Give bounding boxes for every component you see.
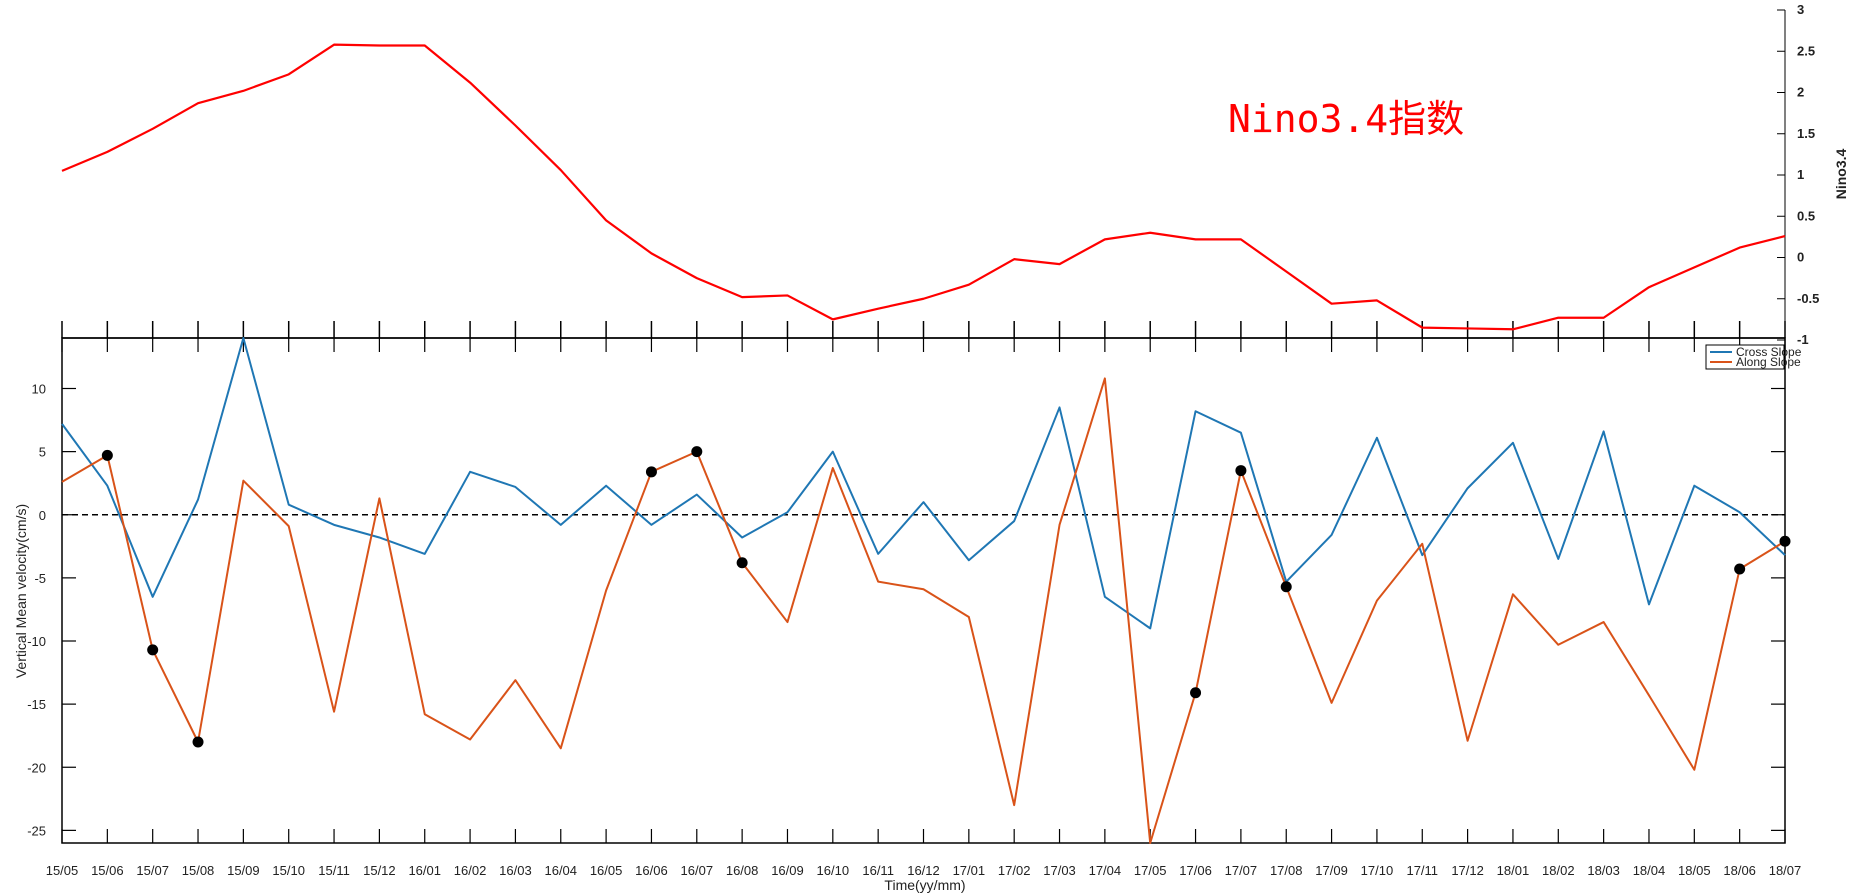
nino-y-ticks: -1 -0.5 0 0.5 1 1.5 2 2.5 3 xyxy=(1777,2,1819,347)
velocity-x-tick-label: 17/08 xyxy=(1270,863,1303,878)
velocity-y-tick-label: 0 xyxy=(39,508,46,523)
cross-slope-series-line xyxy=(61,337,1786,630)
velocity-x-axis-label: Time(yy/mm) xyxy=(884,877,965,893)
legend-cross-slope-label: Cross Slope xyxy=(1736,345,1802,359)
velocity-x-tick-label: 18/05 xyxy=(1678,863,1711,878)
velocity-x-tick-label: 15/07 xyxy=(136,863,169,878)
highlight-marker xyxy=(1190,687,1202,699)
nino-annotation: Nino3.4指数 xyxy=(1228,97,1464,141)
velocity-x-tick-label: 15/08 xyxy=(182,863,215,878)
velocity-x-tick-label: 18/03 xyxy=(1587,863,1620,878)
velocity-x-tick-label: 15/06 xyxy=(91,863,124,878)
velocity-x-tick-label: 15/05 xyxy=(46,863,79,878)
legend-along-slope-label: Along Slope xyxy=(1736,355,1801,369)
velocity-x-ticks: 15/05 15/06 15/07 15/08 15/09 15/10 15/11 15/12… xyxy=(46,338,1802,878)
highlight-markers xyxy=(101,446,1791,748)
velocity-x-tick-label: 16/09 xyxy=(771,863,804,878)
highlight-marker xyxy=(1734,563,1746,575)
highlight-marker xyxy=(147,644,159,656)
velocity-y-tick-label: -15 xyxy=(27,697,46,712)
highlight-marker xyxy=(1235,465,1247,477)
velocity-x-tick-label: 18/02 xyxy=(1542,863,1575,878)
legend: Cross Slope Along Slope xyxy=(1705,344,1802,370)
velocity-x-tick-label: 16/01 xyxy=(408,863,441,878)
nino-y-tick-label: 2.5 xyxy=(1797,43,1815,58)
velocity-x-tick-label: 17/05 xyxy=(1134,863,1167,878)
velocity-x-tick-label: 17/01 xyxy=(953,863,986,878)
nino-y-tick-label: -0.5 xyxy=(1797,291,1819,306)
velocity-x-tick-label: 16/12 xyxy=(907,863,940,878)
velocity-x-tick-label: 17/04 xyxy=(1089,863,1122,878)
velocity-x-tick-label: 18/01 xyxy=(1497,863,1530,878)
highlight-marker xyxy=(645,466,657,478)
nino-x-ticks xyxy=(61,321,1786,338)
nino-y-tick-label: 1.5 xyxy=(1797,126,1815,141)
velocity-x-tick-label: 16/06 xyxy=(635,863,668,878)
highlight-marker xyxy=(192,736,204,748)
velocity-x-tick-label: 15/09 xyxy=(227,863,260,878)
velocity-x-tick-label: 18/07 xyxy=(1769,863,1802,878)
velocity-x-tick-label: 18/06 xyxy=(1723,863,1756,878)
velocity-x-tick-label: 15/10 xyxy=(272,863,305,878)
nino-y-tick-label: 2 xyxy=(1797,85,1804,100)
along-slope-series-line xyxy=(61,377,1786,844)
velocity-x-tick-label: 16/07 xyxy=(681,863,714,878)
velocity-x-tick-label: 17/12 xyxy=(1451,863,1484,878)
velocity-plot-box xyxy=(61,337,1786,844)
velocity-y-axis-label: Vertical Mean velocity(cm/s) xyxy=(13,504,29,678)
velocity-x-tick-label: 17/07 xyxy=(1225,863,1258,878)
nino-panel: -1 -0.5 0 0.5 1 1.5 2 2.5 3 Nino3.4指数 Nino3.4 xyxy=(61,2,1849,347)
nino-y-tick-label: 1 xyxy=(1797,167,1804,182)
velocity-x-tick-label: 16/02 xyxy=(454,863,487,878)
velocity-y-tick-label: 5 xyxy=(39,445,46,460)
nino-y-tick-label: 0 xyxy=(1797,250,1804,265)
velocity-y-ticks: -25 -20 -15 -10 -5 0 5 10 xyxy=(27,382,1785,838)
nino-y-axis-label: Nino3.4 xyxy=(1833,149,1849,200)
velocity-x-tick-label: 16/05 xyxy=(590,863,623,878)
highlight-marker xyxy=(1280,581,1292,593)
highlight-marker xyxy=(1779,535,1791,547)
velocity-x-tick-label: 16/10 xyxy=(817,863,850,878)
velocity-x-tick-label: 17/06 xyxy=(1179,863,1212,878)
highlight-marker xyxy=(691,446,703,458)
velocity-y-tick-label: 10 xyxy=(32,382,46,397)
highlight-marker xyxy=(101,449,113,461)
velocity-y-tick-label: -20 xyxy=(27,760,46,775)
highlight-marker xyxy=(736,557,748,569)
velocity-x-tick-label: 17/11 xyxy=(1406,863,1438,878)
velocity-x-tick-label: 16/03 xyxy=(499,863,532,878)
velocity-y-tick-label: -5 xyxy=(34,571,46,586)
nino-y-tick-label: 3 xyxy=(1797,2,1804,17)
velocity-x-tick-label: 18/04 xyxy=(1633,863,1666,878)
nino-y-tick-label: 0.5 xyxy=(1797,208,1815,223)
velocity-x-tick-label: 16/08 xyxy=(726,863,759,878)
velocity-x-tick-label: 17/02 xyxy=(998,863,1031,878)
velocity-x-tick-label: 17/10 xyxy=(1361,863,1394,878)
velocity-x-tick-label: 16/04 xyxy=(544,863,577,878)
nino-y-tick-label: -1 xyxy=(1797,332,1809,347)
velocity-y-tick-label: -10 xyxy=(27,634,46,649)
velocity-x-tick-label: 17/09 xyxy=(1315,863,1348,878)
velocity-y-tick-label: -25 xyxy=(27,823,46,838)
velocity-x-tick-label: 15/11 xyxy=(318,863,350,878)
nino34-series-line xyxy=(61,43,1786,331)
velocity-x-tick-label: 16/11 xyxy=(862,863,894,878)
legend-box xyxy=(1705,344,1785,370)
velocity-x-tick-label: 17/03 xyxy=(1043,863,1076,878)
velocity-x-tick-label: 15/12 xyxy=(363,863,396,878)
